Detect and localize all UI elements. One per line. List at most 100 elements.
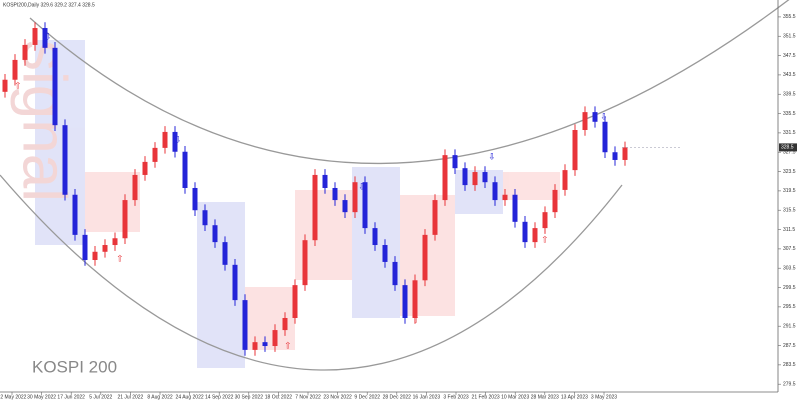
symbol-label: KOSPI 200: [32, 357, 117, 376]
y-tick-label: 287.5: [783, 343, 796, 349]
x-tick-label: 21 Jul 2022: [117, 394, 143, 400]
candle-body: [472, 172, 478, 186]
candle-body: [332, 187, 338, 201]
candle-body: [362, 182, 368, 229]
x-tick-label: 28 Dec 2022: [383, 394, 412, 400]
y-tick-label: 343.5: [783, 72, 796, 78]
candle-body: [242, 300, 248, 350]
x-tick-label: 7 Nov 2022: [295, 394, 321, 400]
candle-body: [212, 225, 218, 243]
candle-body: [572, 130, 578, 171]
candle-body: [12, 59, 18, 80]
x-tick-label: 28 Mar 2023: [531, 394, 559, 400]
x-tick-label: 9 Dec 2022: [354, 394, 380, 400]
candle-body: [492, 182, 498, 201]
down-arrow: ⇩: [174, 134, 182, 144]
candle-body: [172, 131, 178, 152]
candle-body: [312, 174, 318, 241]
x-tick-label: 24 Aug 2022: [176, 394, 204, 400]
candle-body: [282, 317, 288, 331]
candle-body: [122, 200, 128, 239]
candle-body: [162, 131, 168, 148]
y-tick-label: 347.5: [783, 53, 796, 59]
candle-body: [462, 168, 468, 186]
y-tick-label: 299.5: [783, 285, 796, 291]
up-arrow: ⇧: [412, 314, 420, 324]
y-tick-label: 323.5: [783, 169, 796, 175]
y-tick-label: 279.5: [783, 382, 796, 388]
last-price-label: 328.5: [781, 145, 794, 151]
y-tick-label: 331.5: [783, 130, 796, 136]
candle-body: [392, 261, 398, 286]
down-arrow: ⇩: [44, 31, 52, 41]
candle-body: [182, 151, 188, 188]
x-tick-label: 18 Oct 2022: [265, 394, 292, 400]
candle-body: [92, 251, 98, 260]
candle-body: [432, 200, 438, 235]
candle-body: [592, 112, 598, 122]
x-tick-label: 10 Mar 2023: [501, 394, 529, 400]
candle-body: [522, 221, 528, 243]
y-tick-label: 307.5: [783, 246, 796, 252]
candle-body: [352, 182, 358, 213]
candle-body: [112, 238, 118, 246]
y-tick-label: 335.5: [783, 111, 796, 117]
candle-body: [502, 194, 508, 201]
x-tick-label: 23 Nov 2022: [323, 394, 352, 400]
zone: [503, 172, 560, 200]
candle-body: [442, 155, 448, 201]
candle-body: [302, 240, 308, 286]
x-tick-label: 12 May 2022: [0, 394, 27, 400]
y-tick-label: 355.5: [783, 14, 796, 20]
candle-body: [372, 228, 378, 246]
candle-body: [62, 125, 68, 195]
candle-body: [102, 245, 108, 252]
candle-body: [272, 330, 278, 347]
up-arrow: ⇧: [541, 234, 549, 244]
up-arrow: ⇧: [284, 340, 292, 350]
candle-body: [562, 170, 568, 190]
y-tick-label: 291.5: [783, 324, 796, 330]
candle-body: [142, 161, 148, 175]
candle-body: [132, 174, 138, 201]
y-tick-label: 295.5: [783, 304, 796, 310]
candle-body: [382, 245, 388, 262]
up-arrow: ⇧: [14, 80, 22, 90]
candle-body: [582, 112, 588, 130]
candle-body: [82, 234, 88, 260]
header: KOSPI200,Daily 329.6 329.2 327.4 328.5: [3, 2, 95, 8]
candle-body: [232, 264, 238, 301]
signal-arrows: ⇧ ⇩ ⇧ ⇩ ⇧ ⇩ ⇧ ⇩ ⇧ ⇩: [14, 31, 608, 350]
y-tick-label: 351.5: [783, 34, 796, 40]
candle-body: [22, 44, 28, 60]
x-tick-label: 13 Apr 2023: [561, 394, 588, 400]
last-price-box: [779, 143, 797, 152]
candle-body: [552, 189, 558, 213]
candle-body: [402, 285, 408, 318]
candle-body: [612, 152, 618, 160]
candle-body: [72, 194, 78, 235]
candle-body: [482, 172, 488, 183]
candle-body: [412, 280, 418, 318]
y-tick-label: 311.5: [783, 227, 795, 233]
x-tick-label: 5 Jul 2022: [89, 394, 112, 400]
candle-body: [532, 228, 538, 243]
y-tick-label: 327.5: [783, 150, 796, 156]
y-tick-label: 315.5: [783, 208, 796, 214]
y-tick-label: 339.5: [783, 92, 796, 98]
down-arrow: ⇩: [358, 181, 366, 191]
x-tick-label: 21 Feb 2023: [472, 394, 500, 400]
candle-body: [252, 342, 258, 350]
candle-body: [32, 28, 38, 45]
x-tick-label: 3 May 2023: [591, 394, 617, 400]
x-tick-label: 30 May 2022: [27, 394, 56, 400]
y-tick-label: 303.5: [783, 266, 796, 272]
candle-body: [512, 194, 518, 222]
watermark: signal: [10, 40, 79, 202]
candle-body: [152, 147, 158, 162]
candle-body: [42, 28, 48, 48]
y-tick-label: 319.5: [783, 188, 796, 194]
candles: [2, 22, 628, 356]
candle-body: [262, 342, 268, 347]
